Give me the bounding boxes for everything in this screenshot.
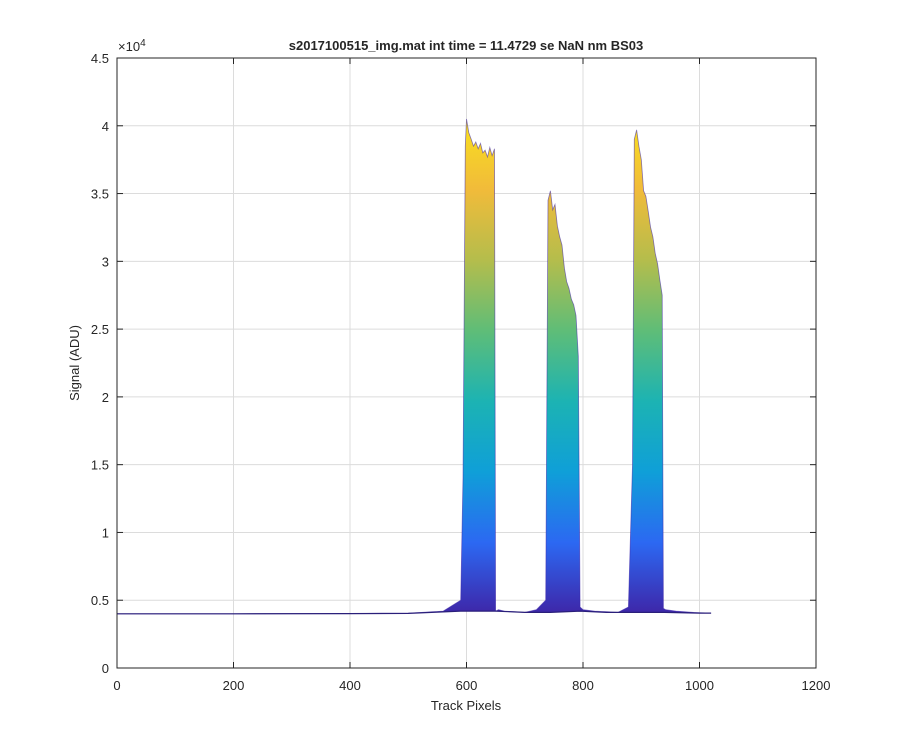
y-tick-label: 1 [102, 525, 109, 540]
x-tick-label: 1000 [685, 678, 714, 693]
axes [116, 57, 817, 669]
y-tick-label: 4.5 [91, 51, 109, 66]
x-tick-label: 600 [456, 678, 478, 693]
y-tick-label: 0.5 [91, 593, 109, 608]
y-tick-label: 0 [102, 661, 109, 676]
chart-title: s2017100515_img.mat int time = 11.4729 s… [289, 38, 643, 53]
y-axis-label: Signal (ADU) [67, 325, 82, 401]
tick-labels: 0 200 400 600 800 1000 1200 0 0.5 1 1.5 2 2.5 3 3.5 4 4.… [91, 51, 831, 693]
y-exponent-label: ×104 [118, 38, 146, 54]
y-tick-label: 3.5 [91, 187, 109, 202]
y-tick-label: 4 [102, 119, 109, 134]
signal-envelope-line [117, 118, 712, 615]
y-tick-label: 1.5 [91, 458, 109, 473]
y-exponent-power: 4 [140, 38, 146, 49]
x-tick-label: 400 [339, 678, 361, 693]
y-tick-label: 2.5 [91, 322, 109, 337]
y-exponent-base: ×10 [118, 39, 140, 54]
x-tick-label: 200 [223, 678, 245, 693]
x-tick-label: 1200 [802, 678, 831, 693]
y-tick-label: 2 [102, 390, 109, 405]
x-tick-label: 0 [113, 678, 120, 693]
x-axis-label: Track Pixels [431, 698, 502, 713]
data-layer [117, 118, 712, 615]
y-tick-label: 3 [102, 254, 109, 269]
x-tick-label: 800 [572, 678, 594, 693]
signal-fill [117, 119, 712, 614]
baseline-line [117, 610, 712, 615]
